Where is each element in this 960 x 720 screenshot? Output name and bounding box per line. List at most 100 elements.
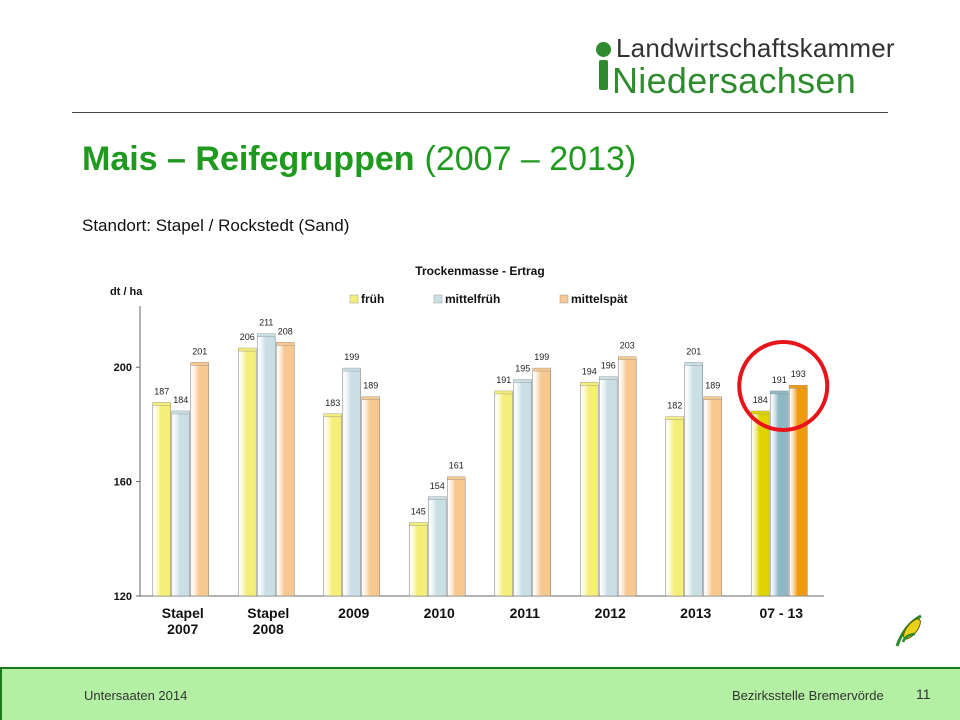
slide-title: Mais – Reifegruppen (2007 – 2013): [82, 140, 636, 179]
y-tick-label-2: 200: [114, 362, 132, 374]
bar-top-5-1: [599, 376, 618, 380]
logo-dot-icon: [596, 42, 611, 57]
bar-0-0: [152, 404, 172, 597]
x-tick-label-4-0: 2011: [510, 605, 541, 621]
data-label-1-0: 206: [240, 332, 255, 342]
header-divider: [72, 112, 888, 113]
corn-icon: [895, 614, 922, 647]
bar-top-7-1: [770, 390, 789, 395]
bar-4-0: [494, 392, 514, 597]
y-tick-label-1: 160: [114, 477, 132, 489]
x-tick-label-7-0: 07 - 13: [759, 605, 803, 621]
legend-swatch-2: [559, 294, 569, 304]
bar-3-0: [408, 524, 428, 597]
bar-1-2: [275, 344, 295, 597]
x-tick-label-0-0: Stapel: [162, 605, 204, 621]
bar-top-3-2: [447, 476, 466, 480]
bar-top-0-1: [171, 410, 190, 415]
legend-swatch-1: [433, 294, 443, 304]
data-label-0-1: 184: [173, 395, 188, 405]
x-tick-label-2-0: 2009: [338, 605, 369, 621]
bar-top-5-0: [580, 382, 599, 386]
legend-label-2: mittelspät: [571, 292, 628, 306]
data-label-6-1: 201: [686, 346, 701, 356]
bar-3-2: [446, 478, 466, 597]
data-label-7-1: 191: [772, 375, 787, 385]
data-label-5-2: 203: [620, 341, 635, 351]
bar-5-0: [579, 384, 599, 597]
x-tick-label-0-1: 2007: [167, 621, 198, 637]
footer-left-text: Untersaaten 2014: [84, 688, 188, 703]
data-label-5-1: 196: [601, 361, 616, 371]
y-axis-label: dt / ha: [110, 286, 143, 298]
slide-subtitle: Standort: Stapel / Rockstedt (Sand): [82, 216, 350, 235]
bar-top-2-2: [361, 396, 380, 400]
data-label-6-2: 189: [705, 381, 720, 391]
bar-6-0: [665, 418, 685, 597]
bar-top-7-2: [789, 385, 808, 389]
bar-top-4-1: [513, 379, 532, 383]
data-label-0-2: 201: [192, 346, 207, 356]
footer-bar: Untersaaten 2014 Bezirksstelle Bremervör…: [0, 667, 960, 720]
bar-7-1: [769, 392, 789, 597]
data-label-3-0: 145: [411, 507, 426, 517]
legend-label-1: mittelfrüh: [445, 292, 500, 306]
bar-top-1-2: [276, 342, 295, 346]
footer-right-text: Bezirksstelle Bremervörde: [732, 688, 884, 703]
slide-title-main: Mais – Reifegruppen: [82, 140, 415, 178]
bar-top-2-1: [342, 367, 361, 372]
data-label-7-2: 193: [791, 369, 806, 379]
data-label-0-0: 187: [154, 386, 169, 396]
bar-3-1: [427, 498, 447, 597]
bar-top-3-0: [409, 522, 428, 526]
data-label-2-2: 189: [363, 381, 378, 391]
logo-line2: Niedersachsen: [612, 60, 857, 101]
bar-1-1: [256, 335, 276, 597]
data-label-6-0: 182: [667, 401, 682, 411]
bar-5-1: [598, 378, 618, 597]
x-tick-label-6-0: 2013: [680, 605, 711, 621]
bar-6-2: [703, 398, 723, 597]
x-tick-label-3-0: 2010: [424, 605, 455, 621]
legend-label-0: früh: [361, 292, 384, 306]
bar-5-2: [617, 358, 637, 597]
bar-top-4-0: [494, 390, 513, 395]
data-label-3-1: 154: [430, 481, 445, 491]
logo-stem-icon: [599, 60, 608, 90]
bar-top-2-0: [323, 413, 342, 418]
bar-top-0-2: [190, 362, 209, 366]
bar-4-1: [513, 381, 533, 597]
bar-4-2: [532, 369, 552, 597]
logo-line1: Landwirtschaftskammer: [616, 33, 895, 63]
data-label-7-0: 184: [753, 395, 768, 405]
bar-7-2: [788, 386, 808, 597]
logo: Landwirtschaftskammer Niedersachsen: [592, 30, 902, 101]
bar-6-1: [684, 364, 704, 597]
data-label-1-2: 208: [278, 326, 293, 336]
bar-1-0: [237, 349, 257, 597]
highlight-circle-icon: [737, 340, 830, 432]
bar-top-0-0: [152, 402, 171, 406]
x-tick-label-5-0: 2012: [595, 605, 626, 621]
bar-top-4-2: [532, 367, 551, 372]
slide-title-years: (2007 – 2013): [424, 140, 637, 178]
x-tick-label-1-0: Stapel: [247, 605, 289, 621]
legend-swatch-0: [349, 294, 359, 304]
bar-2-0: [323, 415, 343, 597]
data-label-4-2: 199: [534, 352, 549, 362]
data-label-1-1: 211: [259, 318, 273, 328]
y-tick-label-0: 120: [114, 591, 132, 603]
data-label-3-2: 161: [449, 461, 464, 471]
data-label-5-0: 194: [582, 366, 597, 376]
page-number: 11: [916, 686, 931, 702]
chart-title: Trockenmasse - Ertrag: [415, 264, 544, 278]
bar-top-6-0: [665, 416, 684, 420]
bar-2-1: [342, 369, 362, 597]
bar-7-0: [750, 412, 770, 597]
data-label-4-0: 191: [496, 375, 511, 385]
bar-top-1-0: [238, 347, 257, 352]
data-label-2-0: 183: [325, 398, 340, 408]
bar-top-6-2: [703, 396, 722, 400]
data-label-2-1: 199: [344, 352, 359, 362]
bar-top-6-1: [684, 362, 703, 366]
